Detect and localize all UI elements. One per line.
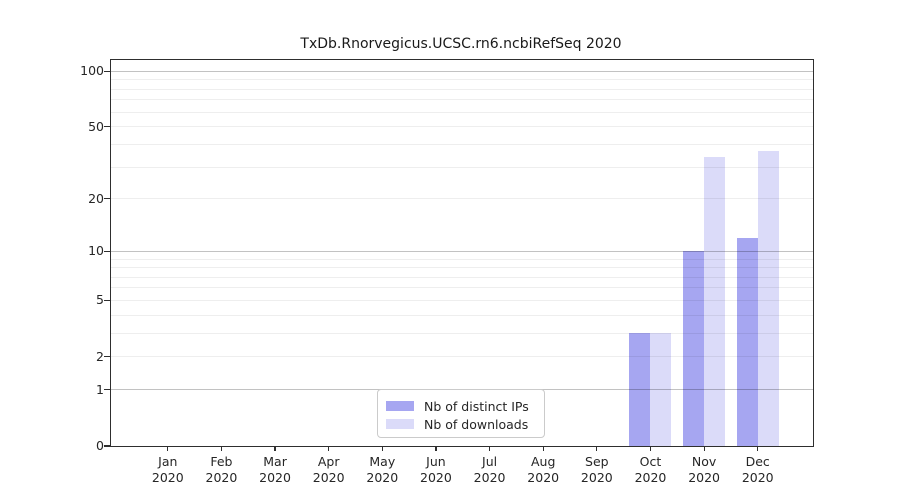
y-axis-label-0: 0 <box>96 438 104 453</box>
x-axis-label-nov: Nov 2020 <box>688 454 720 485</box>
y-axis-tick-0 <box>104 445 111 447</box>
y-axis-tick-100 <box>104 70 111 72</box>
x-axis-tick-jun <box>435 446 437 451</box>
bar-distinct-ips-dec <box>736 237 758 446</box>
x-axis-tick-dec <box>757 446 759 451</box>
gridline-minor-90 <box>111 79 813 81</box>
gridline-minor-50 <box>111 126 813 128</box>
x-axis-tick-sep <box>596 446 598 451</box>
x-axis-label-jul: Jul 2020 <box>473 454 506 485</box>
x-axis-label-dec: Dec 2020 <box>741 454 774 485</box>
x-axis-tick-oct <box>649 446 652 451</box>
bar-downloads-oct <box>650 333 672 446</box>
x-axis-label-jun: Jun 2020 <box>420 454 452 485</box>
x-axis-label-jan: Jan 2020 <box>151 454 184 485</box>
x-axis-tick-jul <box>488 446 491 451</box>
bar-distinct-ips-oct <box>629 333 651 446</box>
chart-title: TxDb.Rnorvegicus.UCSC.rn6.ncbiRefSeq 202… <box>300 36 622 52</box>
x-axis-label-aug: Aug 2020 <box>527 454 560 485</box>
gridline-minor-70 <box>111 99 813 101</box>
bar-distinct-ips-nov <box>683 251 705 446</box>
legend-label-distinct-ips: Nb of distinct IPs <box>424 398 529 414</box>
y-axis-tick-10 <box>104 250 111 252</box>
y-axis-label-50: 50 <box>88 118 104 134</box>
x-axis-tick-jan <box>167 446 169 451</box>
gridline-minor-60 <box>111 111 813 113</box>
y-axis-tick-1 <box>104 389 111 391</box>
y-axis-label-10: 10 <box>88 243 104 259</box>
y-axis-tick-50 <box>104 126 111 128</box>
x-axis-tick-mar <box>274 446 276 451</box>
legend: Nb of distinct IPs Nb of downloads <box>377 389 545 438</box>
x-axis-label-mar: Mar 2020 <box>259 454 291 485</box>
y-axis-label-1: 1 <box>96 381 104 397</box>
x-axis-label-feb: Feb 2020 <box>205 454 238 485</box>
x-axis-label-apr: Apr 2020 <box>312 454 345 485</box>
x-axis-tick-apr <box>328 446 330 451</box>
legend-item-distinct-ips: Nb of distinct IPs <box>386 397 536 415</box>
x-axis-tick-nov <box>703 446 705 451</box>
x-axis-tick-aug <box>542 446 544 451</box>
x-axis-label-oct: Oct 2020 <box>634 454 667 485</box>
bar-downloads-nov <box>704 157 726 446</box>
y-axis-tick-2 <box>104 356 111 358</box>
x-axis-tick-may <box>381 446 383 451</box>
legend-swatch-downloads <box>386 419 414 429</box>
y-axis-label-20: 20 <box>88 190 104 206</box>
y-axis-tick-20 <box>104 198 111 200</box>
plot-area: 100 50 20 10 5 2 1 0 Jan 2020 Feb 2020 Mar 2020 Apr… <box>80 59 814 485</box>
legend-swatch-distinct-ips <box>386 401 414 411</box>
y-axis-label-5: 5 <box>96 292 104 308</box>
x-axis-label-may: May 2020 <box>366 454 399 485</box>
bar-downloads-dec <box>757 150 779 446</box>
gridline-minor-80 <box>111 88 813 90</box>
x-axis-label-sep: Sep 2020 <box>580 454 613 485</box>
gridline-minor-40 <box>111 143 813 145</box>
y-axis-label-100: 100 <box>80 63 104 79</box>
legend-item-downloads: Nb of downloads <box>386 415 536 433</box>
x-axis-tick-feb <box>220 446 223 451</box>
y-axis-tick-5 <box>104 299 111 302</box>
y-axis-label-2: 2 <box>96 348 104 364</box>
gridline-major-100 <box>111 70 813 72</box>
legend-label-downloads: Nb of downloads <box>424 416 529 432</box>
